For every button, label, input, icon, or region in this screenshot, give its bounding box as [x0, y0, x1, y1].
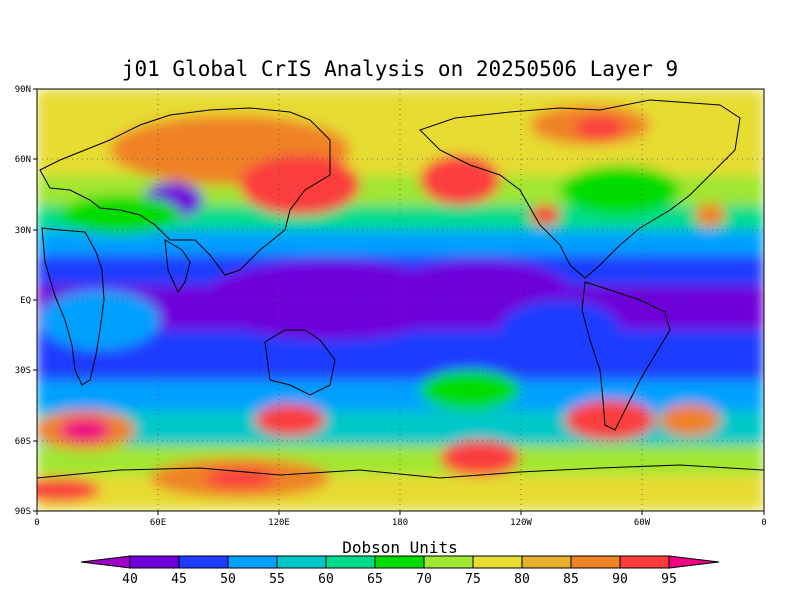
coastline-eurasia	[39, 107, 331, 276]
colorbar-swatch	[276, 555, 327, 569]
lat-label: 30S	[15, 366, 31, 376]
lat-label: 60S	[15, 437, 31, 447]
lat-label: EQ	[20, 296, 31, 306]
colorbar-swatch	[423, 555, 474, 569]
lon-label: 180	[392, 518, 408, 528]
lon-label: 60E	[150, 518, 166, 528]
colorbar-swatch	[619, 555, 670, 569]
lon-label: 60W	[634, 518, 651, 528]
colorbar-tick: 45	[171, 572, 187, 587]
longitude-labels: 0 60E 120E 180 120W 60W 0	[34, 518, 766, 528]
map-panel	[37, 89, 764, 511]
axis-ticks	[33, 88, 765, 515]
lon-label: 120W	[510, 518, 532, 528]
latitude-labels: 90N 60N 30N EQ 30S 60S 90S	[15, 85, 31, 517]
colorbar-tick: 75	[465, 572, 481, 587]
lat-label: 90S	[15, 507, 31, 517]
coastline-australia	[264, 329, 336, 396]
colorbar-tick: 80	[514, 572, 530, 587]
lon-label: 0	[34, 518, 39, 528]
colorbar-swatch	[325, 555, 376, 569]
colorbar-ticks: 40 45 50 55 60 65 70 75 80 85 90 95	[122, 572, 677, 587]
colorbar-tick: 95	[661, 572, 677, 587]
lat-label: 60N	[15, 155, 31, 165]
colorbar-tick: 65	[367, 572, 383, 587]
colorbar-swatch	[178, 555, 229, 569]
coastline-india	[164, 239, 191, 294]
colorbar-tick: 70	[416, 572, 432, 587]
colorbar-tick: 50	[220, 572, 236, 587]
colorbar-arrow-low	[80, 555, 131, 569]
colorbar-swatch	[227, 555, 278, 569]
colorbar-tick: 55	[269, 572, 285, 587]
colorbar-swatch	[472, 555, 523, 569]
map-graticule	[37, 89, 764, 511]
colorbar-arrow-high	[668, 555, 720, 569]
colorbar-tick: 60	[318, 572, 334, 587]
lat-label: 90N	[15, 85, 31, 95]
lon-label: 0	[761, 518, 766, 528]
colorbar-swatch	[521, 555, 572, 569]
lat-label: 30N	[15, 226, 31, 236]
map-title: j01 Global CrIS Analysis on 20250506 Lay…	[122, 57, 678, 81]
colorbar-swatch	[570, 555, 621, 569]
coastlines	[37, 99, 764, 479]
colorbar	[80, 555, 720, 569]
colorbar-swatch	[129, 555, 180, 569]
coastline-antarctica	[37, 464, 764, 479]
colorbar-tick: 40	[122, 572, 138, 587]
colorbar-label: Dobson Units	[342, 538, 458, 557]
lon-label: 120E	[268, 518, 290, 528]
coastline-north-america	[419, 99, 741, 279]
colorbar-swatch	[374, 555, 425, 569]
colorbar-tick: 90	[612, 572, 628, 587]
ozone-field	[37, 89, 764, 511]
coastline-africa	[41, 227, 105, 386]
coastline-south-america	[581, 281, 671, 431]
colorbar-tick: 85	[563, 572, 579, 587]
